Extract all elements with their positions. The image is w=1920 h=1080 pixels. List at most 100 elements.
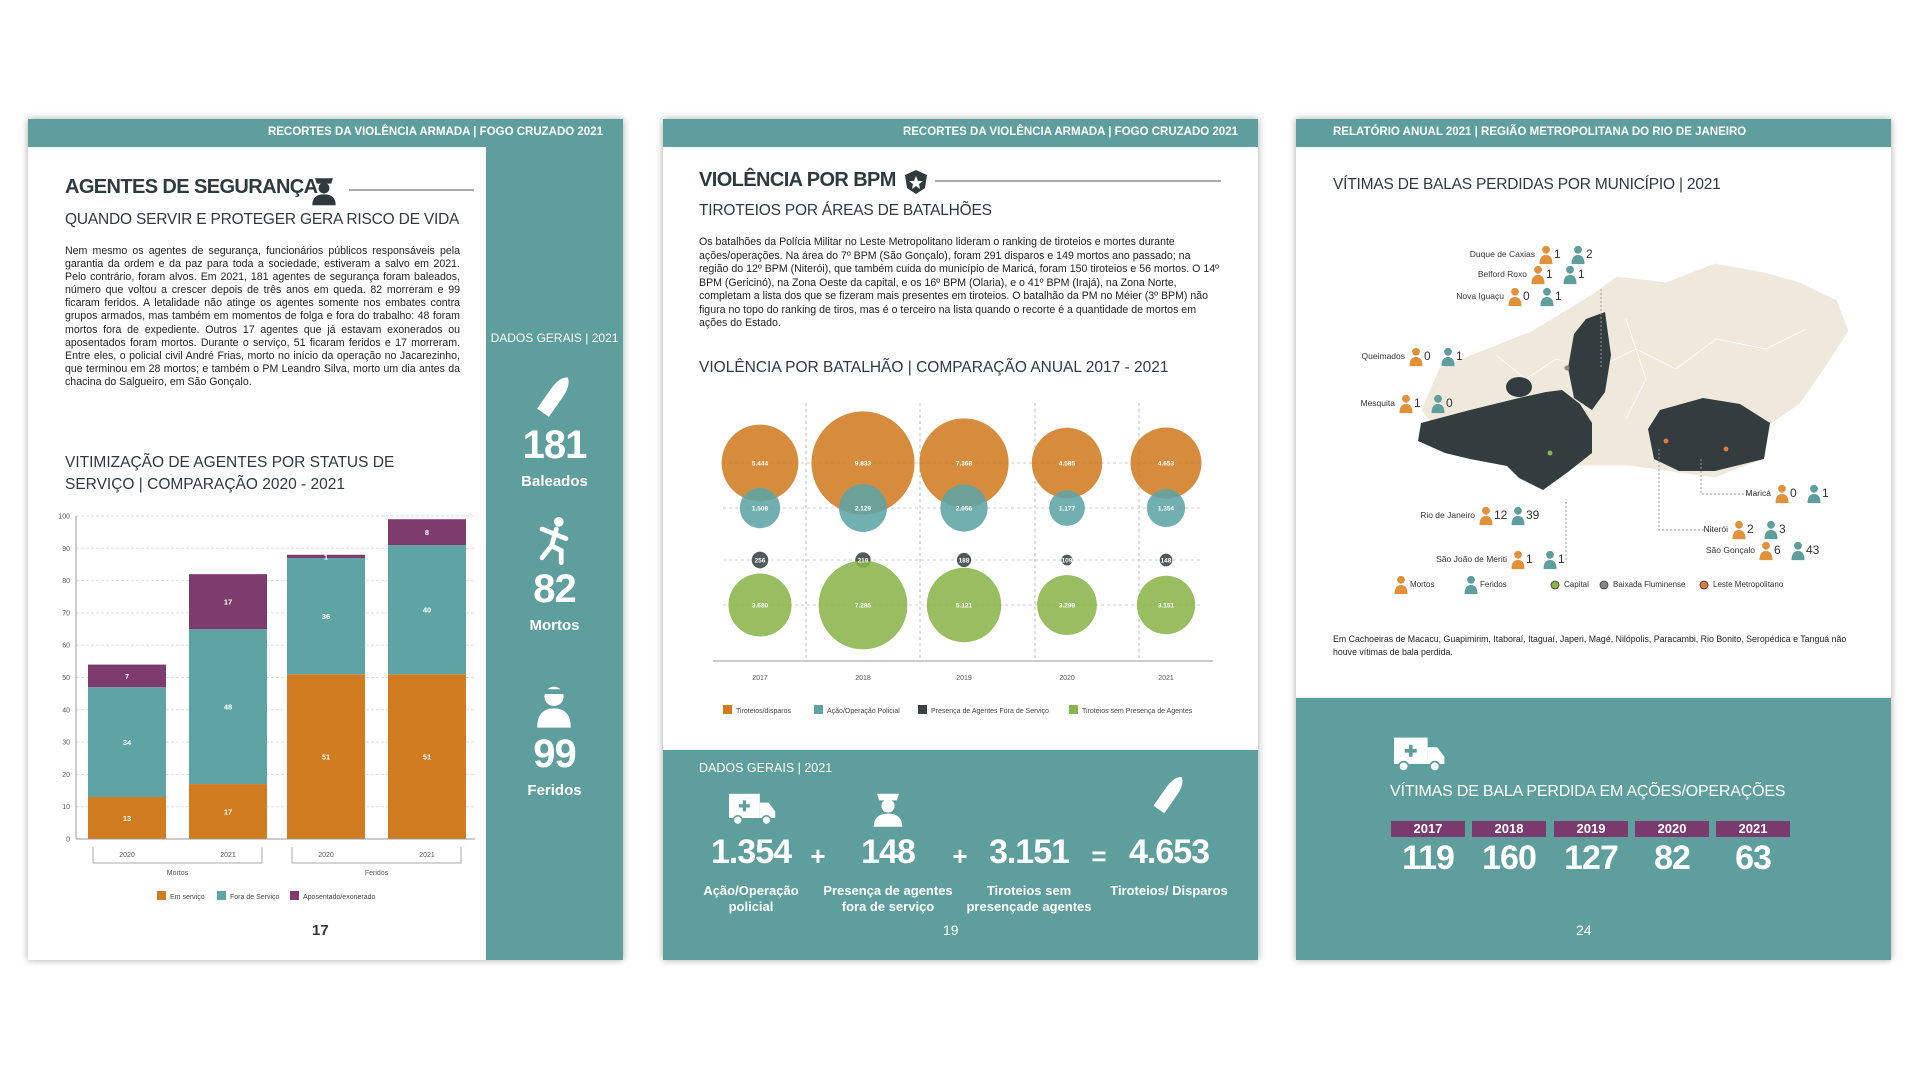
- bubble-label: 148: [1161, 558, 1172, 565]
- bubble: [1037, 575, 1097, 635]
- year-value: 160: [1482, 839, 1537, 877]
- page-graphics: 0 10 20 30 40 50 60 70 80 90 100 13 17 51 51 34 48 36 40 7 1…: [28, 119, 623, 960]
- legend-swatch: [1069, 705, 1078, 714]
- feridos-count: 1: [1558, 552, 1565, 566]
- icon-part: [1441, 357, 1455, 367]
- feridos-count: 3: [1779, 522, 1786, 536]
- page-19: 5.444 9.833 7.368 4.585 4.653 1.508 2.129 2.056…: [663, 119, 1258, 960]
- legend-label: Baixada Fluminense: [1613, 580, 1686, 589]
- bubble: [1049, 490, 1085, 526]
- total-value: 4.653: [1128, 833, 1210, 871]
- panel-title: DADOS GERAIS | 2021: [699, 761, 833, 775]
- icon: [537, 686, 571, 728]
- icon-part: [315, 178, 333, 184]
- icon-part: [1511, 560, 1525, 570]
- icon-part: [1511, 516, 1525, 526]
- icon-part: [1732, 530, 1746, 540]
- operator: =: [1091, 841, 1107, 871]
- page-title: VIOLÊNCIA POR BPM: [699, 169, 896, 191]
- icon-part: [1397, 760, 1410, 773]
- bubble: [811, 411, 915, 515]
- header-bar: [1296, 119, 1891, 147]
- map-border: [1625, 318, 1647, 420]
- bubble: [1136, 575, 1196, 635]
- icon-part: [881, 799, 895, 813]
- bubble: [940, 484, 988, 532]
- icon-part: [543, 689, 565, 694]
- icon-part: [1735, 520, 1743, 529]
- page-subtitle: TIROTEIOS POR ÁREAS DE BATALHÕES: [699, 202, 992, 219]
- feridos-count: 1: [1456, 349, 1463, 363]
- page-number: 19: [943, 922, 959, 938]
- legend-swatch: [918, 705, 927, 714]
- bubble: [751, 551, 769, 569]
- icon: [1759, 541, 1773, 561]
- y-tick-label: 0: [66, 837, 70, 844]
- stat-value: 99: [533, 732, 577, 776]
- icon: [1479, 506, 1493, 526]
- bubble: [926, 567, 1002, 643]
- map-baixada: [1568, 312, 1611, 410]
- icon-part: [1759, 551, 1773, 561]
- bar-value-label: 34: [123, 738, 132, 747]
- feridos-count: 43: [1806, 543, 1820, 557]
- bar-value-label: 17: [224, 808, 232, 817]
- icon: [539, 517, 569, 566]
- total-label: Tiroteios sem presençade agentes: [966, 883, 1092, 914]
- feridos-count: 39: [1526, 508, 1540, 522]
- map-baixada: [1506, 377, 1532, 397]
- mortos-count: 2: [1747, 522, 1754, 536]
- total-value: 3.151: [988, 833, 1070, 871]
- icon: [1791, 541, 1805, 561]
- map-leader: [1658, 449, 1716, 531]
- icon-part: [1409, 357, 1423, 367]
- bar-segment: [88, 687, 166, 798]
- feridos-count: 2: [1586, 247, 1593, 261]
- year-pill: 2019: [1554, 821, 1628, 837]
- bubble: [1159, 553, 1173, 567]
- bubble-label: 1.354: [1158, 506, 1175, 513]
- bar-segment: [189, 629, 267, 785]
- x-tick-label: 2017: [752, 675, 768, 682]
- legend-label: Ação/Operação Policial: [827, 708, 900, 715]
- bubble: [721, 424, 799, 502]
- icon-part: [312, 194, 336, 206]
- mortos-count: 6: [1774, 543, 1781, 557]
- bar-value-label: 48: [224, 703, 232, 712]
- icon-part: [1514, 506, 1522, 515]
- legend-swatch: [723, 705, 732, 714]
- feridos-count: 1: [1578, 267, 1585, 281]
- legend-label: Em serviço: [170, 894, 205, 901]
- icon-part: [1404, 744, 1417, 757]
- mortos-count: 1: [1554, 247, 1561, 261]
- icon-part: [877, 793, 899, 801]
- icon-part: [1794, 541, 1802, 550]
- map-dot: [1663, 438, 1669, 444]
- icon-part: [1764, 530, 1778, 540]
- icon-part: [1394, 585, 1408, 595]
- bubble-label: 1.508: [752, 506, 769, 513]
- icon-part: [537, 708, 571, 728]
- bar-segment: [287, 674, 365, 839]
- year-pill: 2021: [1716, 821, 1790, 837]
- sidebar: [486, 147, 623, 960]
- operator: +: [952, 841, 968, 871]
- feridos-count: 0: [1446, 396, 1453, 410]
- page-subtitle: QUANDO SERVIR E PROTEGER GERA RISCO DE V…: [65, 211, 460, 228]
- bubble-label: 256: [755, 558, 766, 565]
- header-text: RECORTES DA VIOLÊNCIA ARMADA | FOGO CRUZ…: [902, 126, 1238, 138]
- icon-part: [1542, 245, 1550, 254]
- bar-value-label: 13: [123, 814, 131, 823]
- legend-label: Fora de Serviço: [230, 894, 280, 901]
- group-label: Mortos: [167, 870, 189, 877]
- bar-value-label: 40: [423, 606, 431, 615]
- legend-dot: [1699, 580, 1709, 590]
- bubble-label: 3.299: [1059, 603, 1076, 610]
- bubble-label: 4.653: [1158, 461, 1175, 468]
- bar-segment: [388, 519, 466, 546]
- bar-segment: [189, 784, 267, 839]
- icon-part: [1566, 265, 1574, 274]
- icon-part: [537, 377, 569, 417]
- page-17: 0 10 20 30 40 50 60 70 80 90 100 13 17 51 51 34 48 36 40 7 1…: [28, 119, 623, 960]
- icon: [1539, 245, 1553, 265]
